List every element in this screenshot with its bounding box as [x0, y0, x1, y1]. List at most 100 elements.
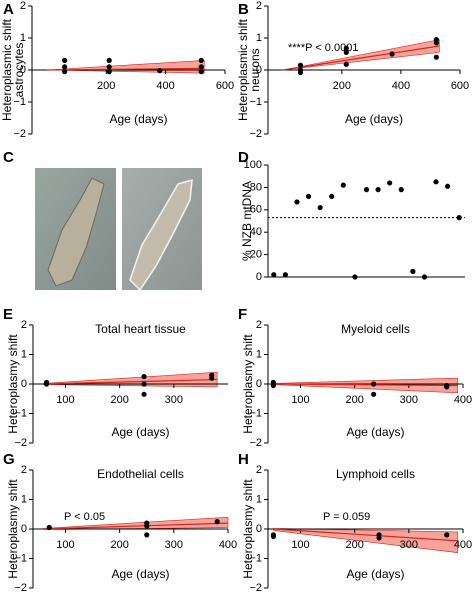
data-point — [433, 40, 439, 46]
data-point — [375, 187, 381, 193]
y-tick-label: −2 — [249, 128, 262, 140]
y-tick-label: 2 — [21, 319, 27, 331]
x-tick-label: 400 — [454, 539, 472, 551]
data-point — [421, 274, 428, 280]
x-tick-label: 200 — [97, 80, 115, 92]
y-axis-label: Heteroplasmy shift — [6, 479, 20, 579]
data-point — [387, 180, 393, 186]
x-axis-label: Age (days) — [111, 425, 169, 439]
x-axis-label: Age (days) — [346, 567, 404, 581]
data-point — [62, 69, 68, 75]
data-point — [297, 62, 304, 68]
data-point — [305, 193, 312, 199]
data-point — [376, 535, 382, 541]
data-point — [62, 64, 68, 70]
confidence-band — [46, 60, 205, 74]
x-tick-label: 100 — [56, 394, 74, 406]
data-point — [363, 187, 370, 193]
y-axis-label: Heteroplasmic shift — [0, 18, 14, 121]
y-tick-label: 0 — [256, 271, 262, 283]
data-point — [444, 532, 450, 538]
x-axis-label: Age (days) — [111, 567, 169, 581]
y-tick-label: −2 — [249, 582, 262, 593]
y-tick-label: 2 — [256, 0, 262, 12]
data-point — [329, 193, 335, 199]
data-point — [352, 274, 358, 280]
y-tick-label: 1 — [256, 348, 262, 360]
data-point — [271, 272, 277, 278]
data-point — [317, 204, 323, 211]
data-point — [141, 374, 147, 380]
x-tick-label: 600 — [216, 80, 234, 92]
data-point — [144, 523, 150, 529]
x-axis-label: Age (days) — [109, 112, 167, 126]
panel-label: H — [238, 451, 249, 468]
y-tick-label: 0 — [20, 64, 26, 76]
cell — [129, 178, 193, 292]
data-point — [389, 51, 395, 57]
chart-title: Endothelial cells — [97, 467, 184, 481]
y-tick-label: 80 — [250, 181, 262, 193]
y-axis-label: % NZB mtDNA — [240, 181, 254, 261]
chart-title: Myeloid cells — [341, 322, 410, 336]
panel-label: D — [238, 149, 249, 166]
y-tick-label: −1 — [249, 552, 262, 564]
data-point — [270, 382, 277, 389]
y-tick-label: −1 — [13, 96, 26, 108]
data-point — [198, 69, 204, 75]
y-tick-label: 20 — [250, 249, 262, 261]
cell — [47, 177, 105, 287]
y-tick-label: −2 — [13, 128, 26, 140]
data-point — [46, 524, 52, 531]
panel-label: B — [238, 1, 249, 18]
fit-line — [46, 67, 205, 71]
panel-label: C — [3, 149, 14, 166]
data-point — [433, 179, 439, 185]
data-point — [106, 69, 112, 75]
x-tick-label: 100 — [56, 539, 74, 551]
y-tick-label: 100 — [244, 159, 262, 171]
data-point — [106, 64, 112, 70]
x-tick-label: 200 — [333, 80, 351, 92]
data-point — [198, 57, 204, 64]
data-point — [340, 182, 346, 188]
panel-label: A — [3, 1, 14, 18]
y-tick-label: −1 — [249, 96, 262, 108]
x-tick-label: 300 — [165, 394, 183, 406]
data-point — [410, 268, 416, 274]
data-point — [371, 381, 377, 387]
x-tick-label: 400 — [156, 80, 174, 92]
data-point — [294, 199, 300, 205]
data-point — [141, 381, 147, 387]
y-tick-label: −1 — [14, 552, 27, 564]
fit-line — [282, 45, 440, 71]
x-tick-label: 400 — [219, 539, 237, 551]
data-point — [433, 54, 439, 60]
x-tick-label: 200 — [345, 539, 363, 551]
y-tick-label: 0 — [256, 523, 262, 535]
x-tick-label: 200 — [110, 539, 128, 551]
fit-line — [273, 528, 458, 542]
y-tick-label: 1 — [256, 32, 262, 44]
panel-label: G — [3, 451, 15, 468]
y-axis-label: neurons — [248, 48, 262, 91]
data-point — [157, 68, 163, 74]
data-point — [144, 532, 150, 538]
y-tick-label: −2 — [249, 437, 262, 449]
x-tick-label: 300 — [400, 394, 418, 406]
y-axis-label: astrocytes — [12, 43, 26, 98]
data-point — [62, 57, 68, 64]
y-tick-label: 1 — [256, 493, 262, 505]
y-tick-label: −1 — [249, 407, 262, 419]
data-point — [444, 384, 450, 390]
y-tick-label: 60 — [250, 204, 262, 216]
x-tick-label: 400 — [454, 394, 472, 406]
fit-line — [43, 522, 229, 530]
fit-line — [273, 383, 458, 387]
data-point — [214, 519, 220, 525]
chart-title: Lymphoid cells — [336, 467, 415, 481]
fit-line — [43, 378, 218, 385]
y-axis-label: Heteroplasmic shift — [236, 18, 250, 121]
y-tick-label: 1 — [20, 32, 26, 44]
